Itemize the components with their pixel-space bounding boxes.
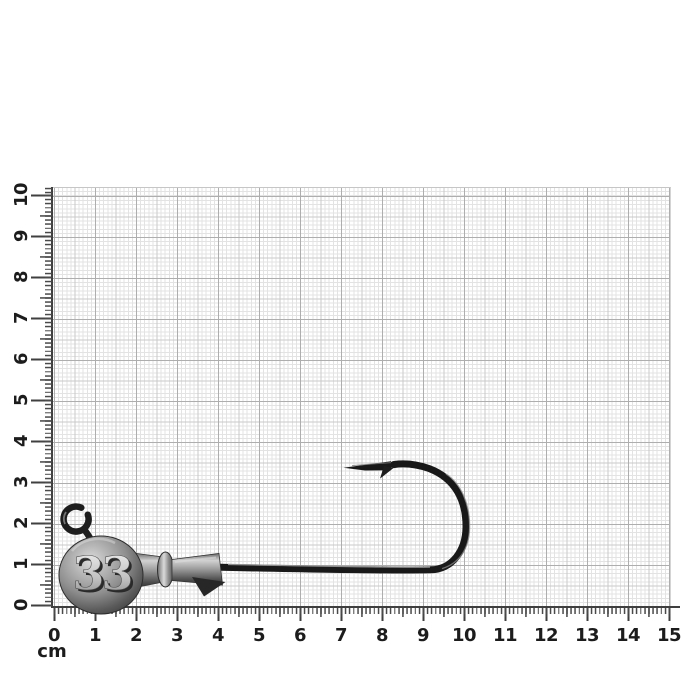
h-ruler-label: 8: [375, 625, 389, 646]
ruler-unit-label: cm: [37, 641, 67, 662]
h-ruler-label: 15: [656, 625, 682, 646]
jig-eye-loop: [60, 503, 92, 535]
h-ruler-label: 2: [129, 625, 143, 646]
jig-head-highlight: [71, 537, 116, 552]
h-ruler-label: 12: [533, 625, 559, 646]
hook-barb: [380, 465, 394, 479]
hook-bend-sheen: [441, 473, 471, 570]
jig-head-ball: [58, 535, 144, 615]
h-ruler-label: 4: [211, 625, 225, 646]
jig-collar-flange: [157, 551, 174, 588]
h-ruler-label: 0: [47, 625, 61, 646]
millimeter-grid-paper: [53, 187, 671, 607]
jig-head-marking: 33: [72, 547, 131, 601]
hook-point-sheen: [351, 462, 392, 467]
horizontal-ruler-mm-ticks: [53, 608, 671, 614]
h-ruler-label: 7: [334, 625, 348, 646]
jig-keeper-fin: [192, 577, 226, 597]
jig-head-marking-shadow: 33: [75, 549, 134, 603]
h-ruler-label: 9: [416, 625, 430, 646]
h-ruler-label: 14: [615, 625, 641, 646]
hook-shank-sheen: [227, 563, 431, 568]
jig-eye-highlight: [63, 511, 67, 525]
h-ruler-label: 6: [293, 625, 307, 646]
h-ruler-label: 5: [252, 625, 266, 646]
h-ruler-label: 1: [88, 625, 102, 646]
h-ruler-label: 3: [170, 625, 184, 646]
h-ruler-label: 11: [492, 625, 518, 646]
horizontal-ruler-line: [50, 605, 680, 609]
jig-cone-highlight: [174, 556, 217, 563]
h-ruler-label: 10: [451, 625, 477, 646]
vertical-ruler-mm-ticks: [45, 187, 52, 608]
hook-wire: [217, 460, 470, 574]
h-ruler-label: 13: [574, 625, 600, 646]
